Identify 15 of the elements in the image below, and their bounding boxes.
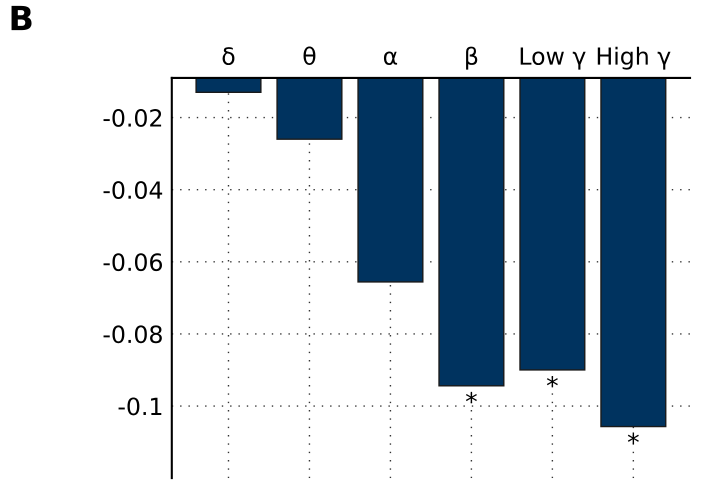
x-tick-label: β <box>466 46 478 70</box>
y-tick-label: -0.02 <box>104 109 162 127</box>
x-tick-label: High γ <box>598 46 671 70</box>
annotation: * <box>466 392 477 404</box>
chart-title: B <box>12 6 32 30</box>
annotation: * <box>628 432 639 444</box>
y-tick-label: -0.1 <box>118 397 162 416</box>
x-tick-label: δ <box>222 47 234 66</box>
annotation: * <box>546 376 558 388</box>
y-tick-label: -0.06 <box>104 253 162 272</box>
y-tick-label: -0.04 <box>104 181 162 199</box>
x-tick-label: α <box>384 51 398 65</box>
y-tick-label: -0.08 <box>104 325 162 344</box>
x-tick-label: θ <box>304 46 316 65</box>
x-tick-label: Low γ <box>520 47 586 70</box>
